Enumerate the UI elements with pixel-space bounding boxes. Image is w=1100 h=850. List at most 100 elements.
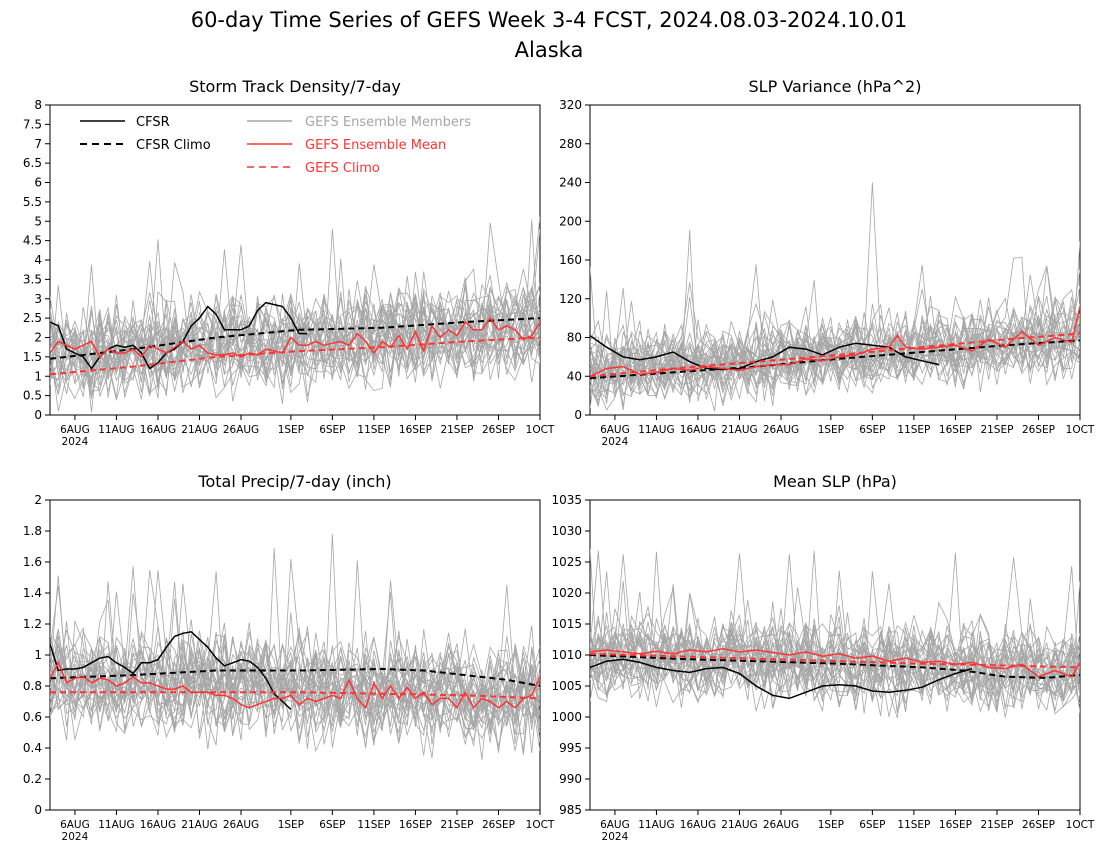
y-tick-label: 985 bbox=[559, 803, 582, 817]
panel-title-storm-track: Storm Track Density/7-day bbox=[189, 77, 401, 96]
x-tick-label: 16SEP bbox=[939, 424, 972, 436]
x-tick-label: 6AUG bbox=[60, 424, 90, 436]
plot-area bbox=[50, 216, 540, 413]
legend-label-gefs-climo: GEFS Climo bbox=[305, 161, 380, 176]
y-tick-label: 1005 bbox=[551, 679, 582, 693]
y-tick-label: 320 bbox=[559, 98, 582, 112]
x-tick-label: 26SEP bbox=[1022, 819, 1055, 831]
x-tick-label: 11SEP bbox=[897, 424, 930, 436]
x-tick-label: 6SEP bbox=[859, 819, 885, 831]
series-ensemble-member bbox=[50, 559, 540, 756]
x-tick-label: 1SEP bbox=[818, 424, 844, 436]
y-tick-label: 3 bbox=[34, 292, 42, 306]
series-ensemble-member bbox=[590, 269, 1080, 400]
y-tick-label: 280 bbox=[559, 137, 582, 151]
x-tick-label: 26AUG bbox=[763, 424, 799, 436]
series-ensemble-member bbox=[50, 293, 540, 403]
y-tick-label: 1 bbox=[34, 648, 42, 662]
y-tick-label: 0.4 bbox=[23, 741, 42, 755]
series-ensemble-member bbox=[50, 294, 540, 400]
series-cfsr-climo bbox=[50, 667, 540, 687]
panel-title-total-precip: Total Precip/7-day (inch) bbox=[197, 472, 391, 491]
panel-mean-slp: 985 990 995 1000 1005 1010 1015 1020 1025 1030 103… bbox=[551, 493, 1094, 843]
y-tick-label: 2.5 bbox=[23, 311, 42, 325]
y-tick-label: 6 bbox=[34, 176, 42, 190]
plot-area bbox=[590, 182, 1080, 412]
x-tick-label: 16AUG bbox=[680, 819, 716, 831]
plot-area bbox=[50, 534, 540, 761]
legend-label-cfsr: CFSR bbox=[136, 115, 170, 130]
y-tick-label: 8 bbox=[34, 98, 42, 112]
x-tick-label: 1OCT bbox=[526, 819, 555, 831]
y-tick-label: 0 bbox=[34, 408, 42, 422]
x-tick-label: 26SEP bbox=[482, 424, 515, 436]
series-gefs-ensemble-mean bbox=[50, 316, 540, 359]
series-ensemble-member bbox=[50, 612, 540, 727]
series-ensemble-member bbox=[590, 588, 1080, 713]
series-gefs-climo bbox=[590, 332, 1080, 378]
legend-label-gefs-mean: GEFS Ensemble Mean bbox=[305, 138, 446, 153]
x-year-label: 2024 bbox=[62, 831, 89, 843]
x-tick-label: 26SEP bbox=[482, 819, 515, 831]
x-tick-label: 11SEP bbox=[357, 424, 390, 436]
series-ensemble-member bbox=[590, 554, 1080, 709]
x-tick-label: 1SEP bbox=[278, 819, 304, 831]
x-year-label: 2024 bbox=[62, 436, 89, 448]
y-tick-label: 240 bbox=[559, 176, 582, 190]
x-tick-label: 11SEP bbox=[897, 819, 930, 831]
series-ensemble-member bbox=[50, 264, 540, 404]
panel-storm-track-density: 0 0.5 1 1.5 2 2.5 3 3.5 4 4.5 5 5.5 6 6.5 7 7.5 8 6AUG 11A… bbox=[23, 98, 555, 448]
x-tick-label: 21AUG bbox=[181, 819, 217, 831]
y-tick-label: 4.5 bbox=[23, 234, 42, 248]
y-tick-label: 1.6 bbox=[23, 555, 42, 569]
y-tick-label: 40 bbox=[567, 369, 582, 383]
series-cfsr bbox=[50, 630, 292, 710]
x-tick-label: 16SEP bbox=[939, 819, 972, 831]
series-cfsr-climo bbox=[590, 654, 1080, 679]
legend-label-cfsr-climo: CFSR Climo bbox=[136, 138, 211, 153]
y-tick-label: 995 bbox=[559, 741, 582, 755]
figure-title: 60-day Time Series of GEFS Week 3-4 FCST… bbox=[191, 8, 908, 32]
panel-title-slp-variance: SLP Variance (hPa^2) bbox=[749, 77, 922, 96]
y-tick-label: 1 bbox=[34, 369, 42, 383]
x-tick-label: 11AUG bbox=[638, 424, 674, 436]
x-tick-label: 26SEP bbox=[1022, 424, 1055, 436]
y-tick-label: 0.2 bbox=[23, 772, 42, 786]
panel-title-mean-slp: Mean SLP (hPa) bbox=[773, 472, 897, 491]
y-tick-label: 1.2 bbox=[23, 617, 42, 631]
y-tick-label: 1015 bbox=[551, 617, 582, 631]
y-tick-label: 1000 bbox=[551, 710, 582, 724]
y-tick-label: 990 bbox=[559, 772, 582, 786]
x-tick-label: 21AUG bbox=[181, 424, 217, 436]
x-tick-label: 21SEP bbox=[440, 424, 473, 436]
figure-subtitle: Alaska bbox=[515, 38, 584, 62]
series-ensemble-member bbox=[590, 624, 1080, 702]
plot-area bbox=[590, 548, 1080, 719]
series-cfsr bbox=[50, 301, 308, 370]
x-tick-label: 21AUG bbox=[721, 819, 757, 831]
x-tick-label: 6AUG bbox=[600, 424, 630, 436]
y-tick-label: 1.8 bbox=[23, 524, 42, 538]
y-tick-label: 5 bbox=[34, 214, 42, 228]
legend: CFSR CFSR Climo GEFS Ensemble Members GE… bbox=[80, 115, 471, 176]
series-ensemble-member bbox=[590, 548, 1080, 709]
y-tick-label: 0.5 bbox=[23, 389, 42, 403]
x-tick-label: 16SEP bbox=[399, 819, 432, 831]
x-year-label: 2024 bbox=[602, 831, 629, 843]
x-tick-label: 16AUG bbox=[140, 424, 176, 436]
series-ensemble-member bbox=[590, 297, 1080, 397]
x-tick-label: 6SEP bbox=[859, 424, 885, 436]
x-tick-label: 1SEP bbox=[818, 819, 844, 831]
y-tick-label: 1.5 bbox=[23, 350, 42, 364]
x-tick-label: 6AUG bbox=[60, 819, 90, 831]
y-tick-label: 1020 bbox=[551, 586, 582, 600]
series-ensemble-member bbox=[50, 633, 540, 751]
y-tick-label: 0.6 bbox=[23, 710, 42, 724]
x-tick-label: 11AUG bbox=[98, 819, 134, 831]
series-ensemble-member bbox=[50, 275, 540, 384]
series-ensemble-member bbox=[590, 241, 1080, 401]
x-tick-label: 26AUG bbox=[223, 819, 259, 831]
x-tick-label: 1OCT bbox=[1066, 424, 1095, 436]
series-gefs-climo bbox=[50, 691, 540, 700]
